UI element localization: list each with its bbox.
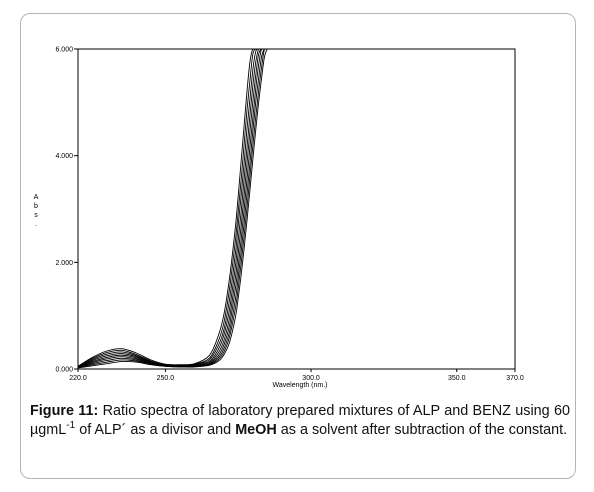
- spectrum-curve-4: [78, 49, 262, 368]
- y-axis-label-letter: s: [34, 212, 38, 219]
- spectrum-curve-5: [78, 49, 265, 368]
- x-tick-label: 300.0: [302, 375, 320, 382]
- spectrum-curve-3: [78, 49, 262, 368]
- y-axis-label-letter: b: [34, 203, 38, 210]
- x-axis-ticks: 220.0 250.0 300.0 350.0 370.0: [69, 369, 524, 382]
- x-axis-label: Wavelength (nm.): [273, 382, 328, 389]
- caption-text-1: Ratio spectra of laboratory prepared mix…: [30, 403, 570, 438]
- x-tick-label: 370.0: [506, 375, 524, 382]
- y-tick-label: 0.000: [55, 367, 73, 374]
- chart-axes: [77, 48, 516, 370]
- x-tick-label: 350.0: [448, 375, 466, 382]
- y-axis-label-letter: A: [34, 194, 39, 201]
- spectrum-curve-1: [78, 49, 259, 367]
- y-axis-ticks: 0.000 2.000 4.000 6.000: [55, 47, 78, 374]
- figure-frame: [20, 13, 576, 479]
- spectra-curves: [78, 49, 271, 369]
- y-axis-label: Abs.: [34, 194, 39, 228]
- caption-text-3: as a solvent after subtraction of the co…: [276, 422, 568, 438]
- caption-text-2: of ALP´ as a divisor and: [75, 422, 236, 438]
- spectrum-curve-7: [78, 49, 268, 368]
- ratio-spectra-chart: 0.000 2.000 4.000 6.000 220.0 250.0 300.0 350.…: [34, 47, 524, 390]
- spectrum-curve-2: [78, 49, 259, 367]
- caption-solvent: MeOH: [235, 422, 277, 438]
- y-tick-label: 6.000: [55, 47, 73, 54]
- spectrum-curve-6: [78, 49, 265, 368]
- y-tick-label: 4.000: [55, 153, 73, 160]
- spectrum-curve-8: [78, 49, 268, 368]
- y-axis-label-letter: .: [35, 221, 37, 228]
- caption-superscript: -1: [66, 420, 76, 431]
- y-tick-label: 2.000: [55, 260, 73, 267]
- x-tick-label: 220.0: [69, 375, 87, 382]
- x-tick-label: 250.0: [157, 375, 175, 382]
- spectrum-curve-9: [78, 49, 271, 369]
- figure-caption: Figure 11: Ratio spectra of laboratory p…: [30, 402, 570, 440]
- plot-area-border: [77, 48, 516, 370]
- figure-label: Figure 11:: [30, 403, 99, 419]
